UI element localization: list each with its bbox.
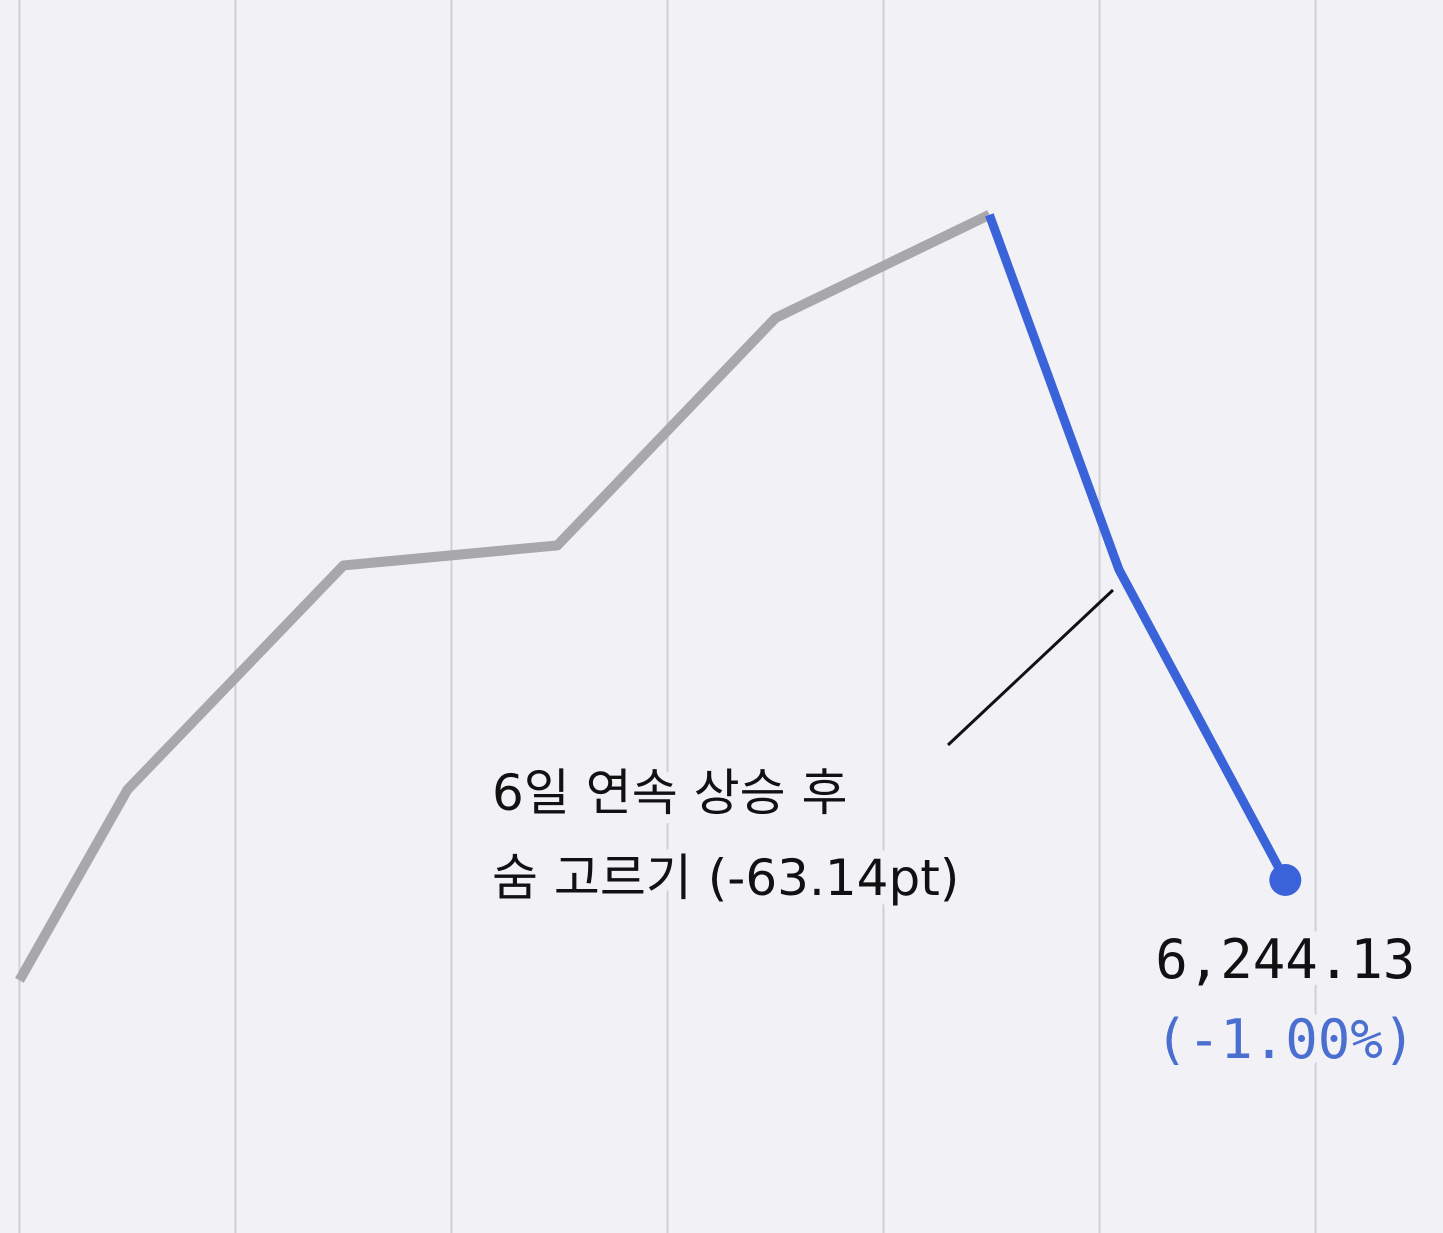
annotation-line: 숨 고르기 (-63.14pt) <box>492 849 959 907</box>
lines <box>15 210 1302 983</box>
series-line <box>15 210 992 983</box>
value-label: 6,244.13 <box>1155 928 1415 991</box>
series-line <box>985 213 1290 883</box>
annotation-line: 6일 연속 상승 후 <box>492 764 848 822</box>
labels: 6,244.13 (-1.00%) <box>1146 919 1424 1080</box>
end-point <box>1269 863 1302 896</box>
leader-line <box>946 588 1115 747</box>
change-label: (-1.00%) <box>1155 1008 1415 1071</box>
grid <box>18 0 1317 1233</box>
